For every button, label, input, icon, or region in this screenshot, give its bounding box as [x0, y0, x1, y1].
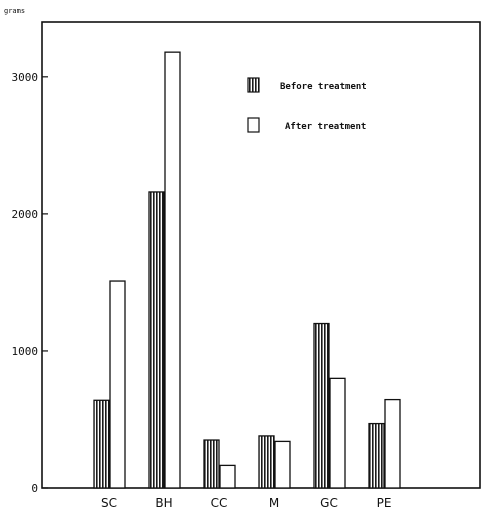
y-tick-label: 1000: [12, 345, 39, 358]
x-category-label: CC: [211, 496, 228, 510]
x-category-label: GC: [320, 496, 338, 510]
y-axis-ticks: 0 1000 2000 3000: [12, 71, 48, 495]
bar-m-before: [258, 435, 275, 489]
y-tick-label: 3000: [12, 71, 39, 84]
bar-cc-before: [203, 439, 220, 489]
bar-bh-before: [148, 191, 165, 489]
x-category-label: BH: [155, 496, 172, 510]
bar-pe-before: [368, 422, 385, 489]
x-axis-category-labels: SC BH CC M GC PE: [101, 496, 391, 510]
legend-label-after: After treatment: [285, 122, 366, 132]
bar-m-after: [274, 440, 291, 489]
y-axis-unit-label: grams: [4, 7, 25, 15]
legend-swatch-after: [247, 117, 260, 133]
bar-gc-before: [313, 322, 330, 489]
x-category-label: SC: [101, 496, 117, 510]
bar-sc-after: [109, 280, 126, 489]
legend-swatch-before: [247, 77, 260, 93]
bar-sc-before: [93, 399, 110, 489]
bar-bh-after: [164, 51, 181, 489]
bar-gc-after: [329, 377, 346, 489]
x-category-label: M: [269, 496, 279, 510]
bars-group: [93, 51, 401, 489]
y-tick-label: 0: [31, 482, 38, 495]
x-category-label: PE: [377, 496, 392, 510]
legend: Before treatment After treatment: [247, 77, 367, 133]
bar-cc-after: [219, 464, 236, 489]
y-tick-label: 2000: [12, 208, 39, 221]
legend-label-before: Before treatment: [280, 82, 367, 92]
bar-pe-after: [384, 398, 401, 489]
